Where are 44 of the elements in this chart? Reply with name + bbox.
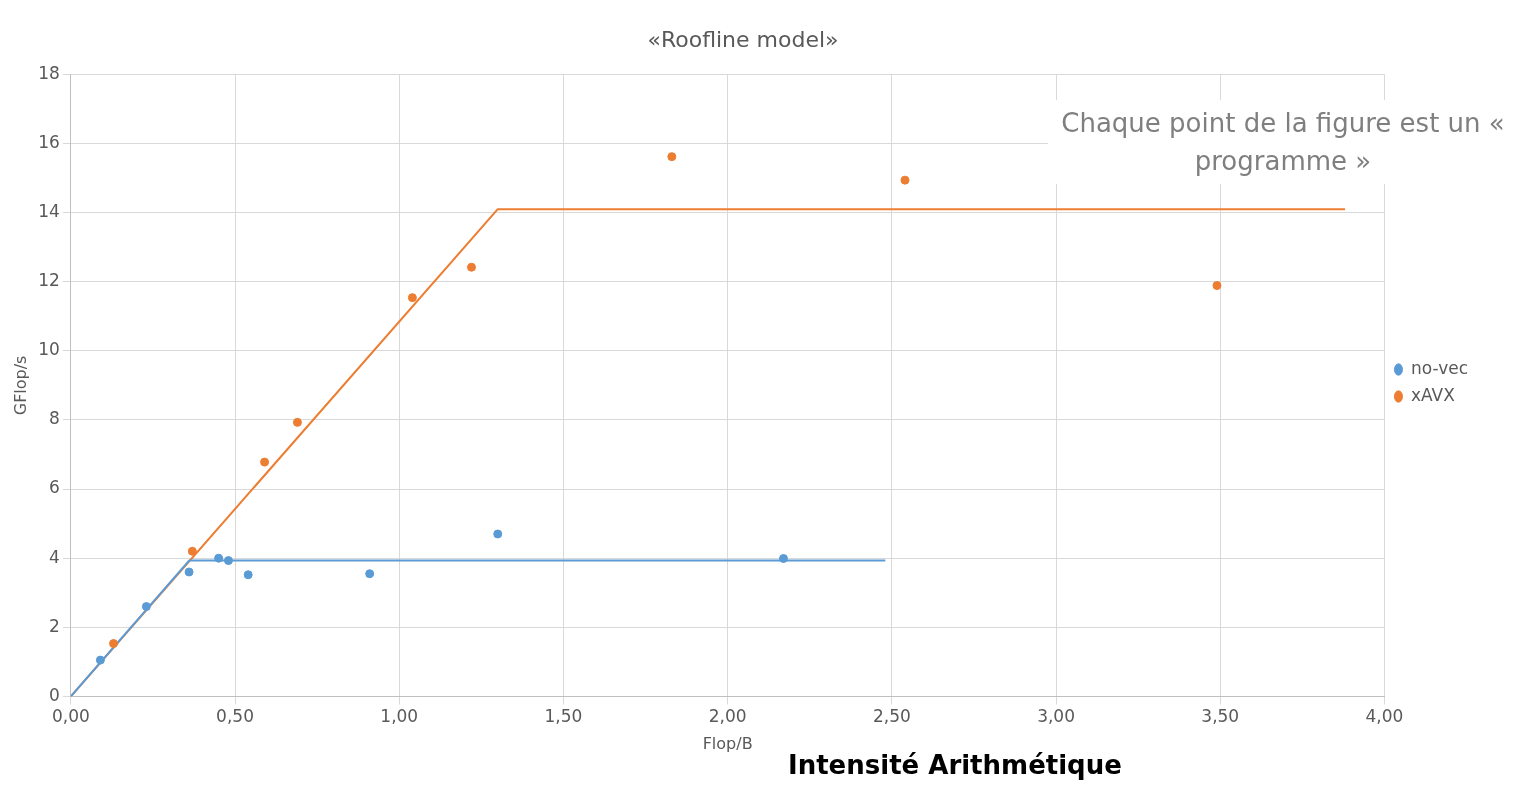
x-tick-label: 2,00 (708, 706, 747, 727)
y-tick-label: 2 (49, 615, 60, 636)
y-tick-label: 14 (38, 201, 60, 222)
x-tick-label: 2,50 (872, 706, 911, 727)
point (260, 457, 270, 467)
y-tick-label: 4 (49, 546, 60, 567)
point (214, 553, 224, 563)
point (95, 655, 105, 665)
point (141, 602, 151, 612)
point (493, 529, 503, 539)
chart-title: «Roofline model» (647, 26, 839, 52)
point (466, 262, 476, 272)
point (900, 175, 910, 185)
y-tick-label: 12 (38, 270, 60, 291)
point (243, 570, 253, 580)
y-tick-label: 16 (38, 131, 60, 152)
x-tick-label: 3,00 (1037, 706, 1075, 727)
y-tick-label: 6 (49, 477, 60, 498)
x-axis-title: Flop/B (702, 733, 753, 753)
y-tick-label: 0 (49, 684, 60, 705)
point (184, 567, 194, 577)
point (187, 546, 197, 556)
point (1212, 281, 1222, 291)
x-tick-label: 1,00 (380, 706, 419, 727)
annotation: Chaque point de la figure est un « programme » (1048, 100, 1518, 184)
legend-label: xAVX (1410, 384, 1456, 405)
y-tick-label: 18 (38, 62, 60, 83)
x-tick-label: 0,50 (216, 706, 254, 727)
point (778, 554, 788, 564)
text: Intensité Arithmétique (788, 750, 1122, 780)
y-tick-label: 10 (38, 339, 60, 360)
point (223, 556, 233, 566)
point (365, 569, 375, 579)
x-tick-label: 0,00 (51, 706, 90, 727)
point (667, 152, 677, 162)
point (109, 639, 119, 649)
x-tick-label: 3,50 (1201, 706, 1240, 727)
y-tick-label: 8 (49, 408, 60, 429)
x-tick-label: 4,00 (1365, 706, 1404, 727)
x-tick-label: 1,50 (544, 706, 583, 727)
point (407, 293, 417, 303)
y-axis-title: GFlop/s (10, 355, 30, 416)
legend-label: no-vec (1410, 357, 1469, 378)
point (292, 417, 302, 427)
